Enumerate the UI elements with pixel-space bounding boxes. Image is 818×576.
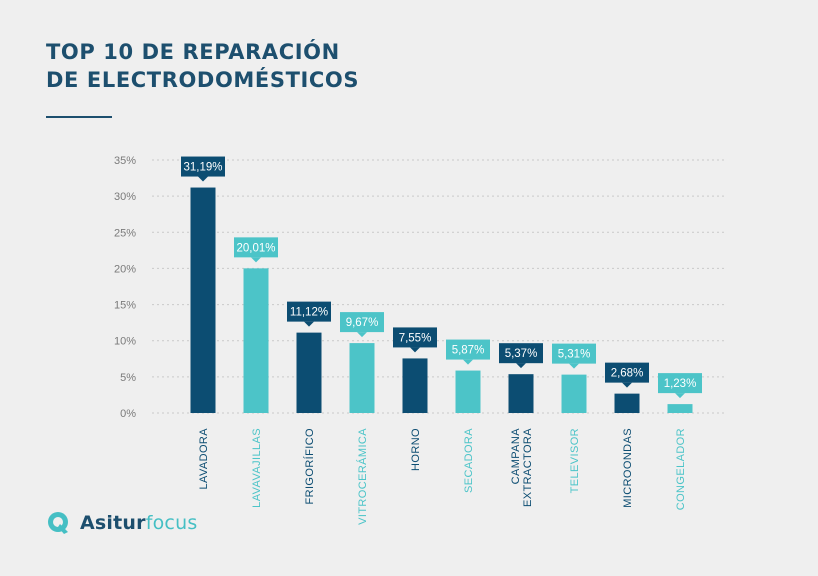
x-category-label: VITROCERÁMICA <box>356 428 369 525</box>
data-label-box <box>605 362 649 383</box>
data-label: 7,55% <box>399 332 432 344</box>
data-label-pointer <box>675 393 685 399</box>
data-label-box <box>287 301 331 322</box>
brand-name: Asiturfocus <box>80 512 197 534</box>
chart-title-line2: DE ELECTRODOMÉSTICOS <box>46 68 360 92</box>
data-label-pointer <box>622 382 632 388</box>
bar <box>349 343 375 413</box>
data-label: 5,37% <box>505 348 538 360</box>
bar <box>561 374 587 413</box>
y-tick-label: 15% <box>114 300 136 312</box>
title-underline <box>46 116 112 118</box>
data-label: 11,12% <box>290 307 328 319</box>
chart-title: TOP 10 DE REPARACIÓN DE ELECTRODOMÉSTICO… <box>46 38 359 94</box>
y-tick-label: 0% <box>120 408 136 420</box>
data-label-box <box>446 339 490 360</box>
bar <box>190 187 216 413</box>
x-category-label: LAVADORA <box>198 428 210 490</box>
data-label-box <box>499 343 543 364</box>
data-label-box <box>658 373 702 394</box>
data-label-box <box>552 343 596 364</box>
data-label-box <box>340 312 384 333</box>
bar <box>508 374 534 413</box>
bar <box>402 358 428 413</box>
x-category-label: SECADORA <box>463 428 475 493</box>
data-label-box <box>181 156 225 177</box>
chart-title-line1: TOP 10 DE REPARACIÓN <box>46 40 340 64</box>
data-label-pointer <box>198 176 208 182</box>
data-label-box <box>393 327 437 348</box>
data-label: 20,01% <box>236 242 275 254</box>
magnifier-logo-icon <box>48 512 68 534</box>
y-tick-label: 25% <box>114 227 136 239</box>
data-label-pointer <box>569 363 579 369</box>
x-category-label: MICROONDAS <box>622 428 634 508</box>
data-label-box <box>234 237 278 258</box>
data-label-pointer <box>410 347 420 353</box>
x-category-label: CONGELADOR <box>675 428 687 510</box>
data-label: 5,31% <box>558 349 591 361</box>
y-tick-label: 30% <box>114 191 136 203</box>
data-label-pointer <box>251 257 261 263</box>
brand-name-part1: Asitur <box>80 512 146 534</box>
brand-logo: Asiturfocus <box>46 510 197 536</box>
x-category-label: FRIGORÍFICO <box>303 428 316 505</box>
data-label-pointer <box>304 321 314 327</box>
bar <box>296 332 322 413</box>
bar <box>614 393 640 413</box>
y-tick-label: 20% <box>114 263 136 275</box>
y-tick-label: 5% <box>120 372 136 384</box>
data-label: 5,87% <box>452 345 485 357</box>
x-category-label: HORNO <box>410 428 422 471</box>
data-label: 2,68% <box>611 368 644 380</box>
x-category-label: TELEVISOR <box>569 428 581 493</box>
data-label-pointer <box>516 363 526 369</box>
y-tick-label: 35% <box>114 155 136 167</box>
data-label-pointer <box>357 332 367 338</box>
x-category-label: LAVAVAJILLAS <box>251 428 263 508</box>
bar <box>455 370 481 413</box>
data-label: 1,23% <box>664 378 697 390</box>
data-label-pointer <box>463 359 473 365</box>
data-label: 9,67% <box>346 317 379 329</box>
bar <box>243 268 269 413</box>
y-tick-label: 10% <box>114 336 136 348</box>
x-category-label: CAMPANA <box>510 428 522 485</box>
x-category-label: EXTRACTORA <box>522 428 534 507</box>
brand-name-part2: focus <box>145 512 198 534</box>
bar <box>667 404 693 413</box>
data-label: 31,19% <box>183 162 222 174</box>
